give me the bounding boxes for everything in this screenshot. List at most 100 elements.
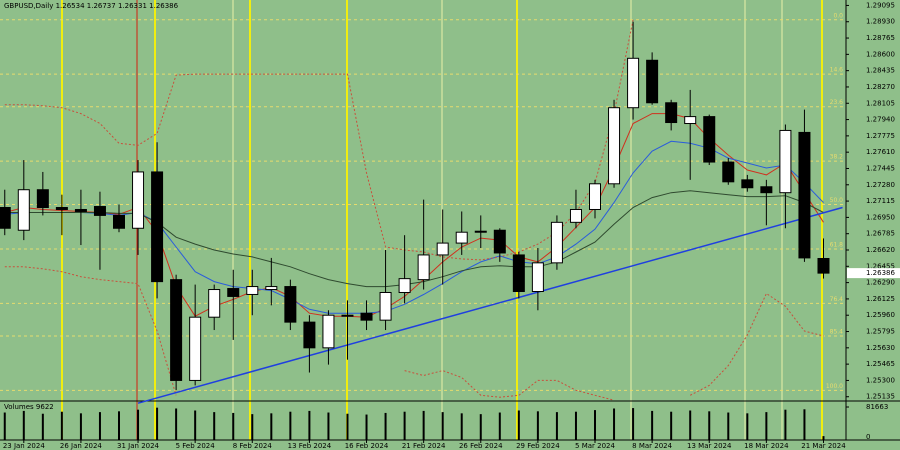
candle-body [113,214,126,229]
fib-label: 85.4 [830,328,844,335]
trendline [137,206,843,404]
candle-body [417,254,430,281]
candle-body [208,289,221,318]
y-tick-label: 1.26125 [866,295,895,303]
candle-body [608,107,621,185]
candle-body [151,171,164,283]
current-price: 1.26386 [866,269,895,277]
candle-body [170,279,183,381]
volume-tick-label: 0 [866,433,870,441]
y-tick-label: 1.28270 [866,83,895,91]
indicator-line [4,266,824,401]
fib-label: 38.2 [830,154,844,161]
candle-body [36,189,49,209]
fib-label: 100.0 [826,383,843,390]
y-tick-label: 1.25300 [866,376,895,384]
header: GBPUSD,Daily 1.26534 1.26737 1.26331 1.2… [4,2,179,10]
y-tick-label: 1.26785 [866,230,895,238]
y-tick-label: 1.27610 [866,148,895,156]
x-tick-label: 13 Mar 2024 [687,442,732,450]
y-tick-label: 1.28435 [866,67,895,75]
candle-body [665,102,678,124]
candle-body [741,179,754,189]
candle-body [531,262,544,293]
volume-tick-label: 81663 [866,403,888,411]
y-tick-label: 1.28765 [866,34,895,42]
candle-body [93,206,106,216]
x-tick-label: 23 Jan 2024 [3,442,46,450]
candle-body [360,312,373,321]
y-tick-label: 1.26290 [866,279,895,287]
candle-body [512,254,525,293]
last-high: 1.26737 [87,2,116,10]
candle-body [779,129,792,194]
candle-body [493,229,506,254]
candle-body [379,291,392,321]
candle-body [322,314,335,349]
price-box [847,268,900,279]
x-tick-label: 26 Feb 2024 [459,442,503,450]
candle-body [550,221,563,264]
last-open: 1.26534 [56,2,85,10]
x-tick-label: 5 Feb 2024 [176,442,216,450]
candle-body [760,186,773,194]
candle-body [55,207,68,210]
x-tick-label: 26 Jan 2024 [60,442,103,450]
candle-body [703,116,716,163]
y-tick-label: 1.29095 [866,1,895,9]
y-tick-label: 1.28930 [866,18,895,26]
candle-body [189,316,202,381]
last-low: 1.26331 [118,2,147,10]
candle-body [227,288,240,297]
fib-label: 23.6 [830,99,844,106]
candle-body [436,242,449,256]
fib-label: 76.4 [830,296,844,303]
x-tick-label: 18 Mar 2024 [744,442,789,450]
candle-body [303,321,316,349]
candle-body [398,278,411,293]
y-tick-label: 1.26620 [866,246,895,254]
y-tick-label: 1.27940 [866,116,895,124]
candle-body [817,257,830,274]
y-tick-label: 1.25135 [866,393,895,401]
candle-body [17,189,30,231]
y-tick-label: 1.28105 [866,99,895,107]
candle-body [627,57,640,109]
x-tick-label: 8 Mar 2024 [632,442,672,450]
candle-body [646,59,659,104]
x-tick-label: 13 Feb 2024 [288,442,332,450]
x-tick-label: 8 Feb 2024 [233,442,273,450]
candle-body [722,161,735,183]
candle-body [74,208,87,212]
candle-body [589,183,602,210]
symbol: GBPUSD,Daily [4,2,53,10]
x-tick-label: 21 Feb 2024 [402,442,446,450]
candle-body [569,208,582,223]
x-tick-label: 31 Jan 2024 [117,442,160,450]
y-tick-label: 1.25630 [866,344,895,352]
candle-body [265,286,278,291]
y-tick-label: 1.27775 [866,132,895,140]
fib-label: 14.6 [830,67,844,74]
y-tick-label: 1.26455 [866,262,895,270]
x-tick-label: 21 Mar 2024 [801,442,846,450]
y-tick-label: 1.25960 [866,311,895,319]
candle-body [341,314,354,317]
volume-title: Volumes [4,403,34,411]
candle-body [474,230,487,233]
y-tick-label: 1.27115 [866,197,895,205]
y-tick-label: 1.25465 [866,360,895,368]
fib-label: 0.0 [833,12,843,19]
candle-body [455,231,468,244]
y-tick-label: 1.27445 [866,164,895,172]
candle-body [246,286,259,295]
fib-label: 50.0 [830,197,844,204]
indicator-line [4,19,634,261]
y-tick-label: 1.28600 [866,50,895,58]
x-tick-label: 5 Mar 2024 [575,442,615,450]
candle-body [284,286,297,323]
x-tick-label: 29 Feb 2024 [516,442,560,450]
fib-label: 61.8 [830,242,844,249]
